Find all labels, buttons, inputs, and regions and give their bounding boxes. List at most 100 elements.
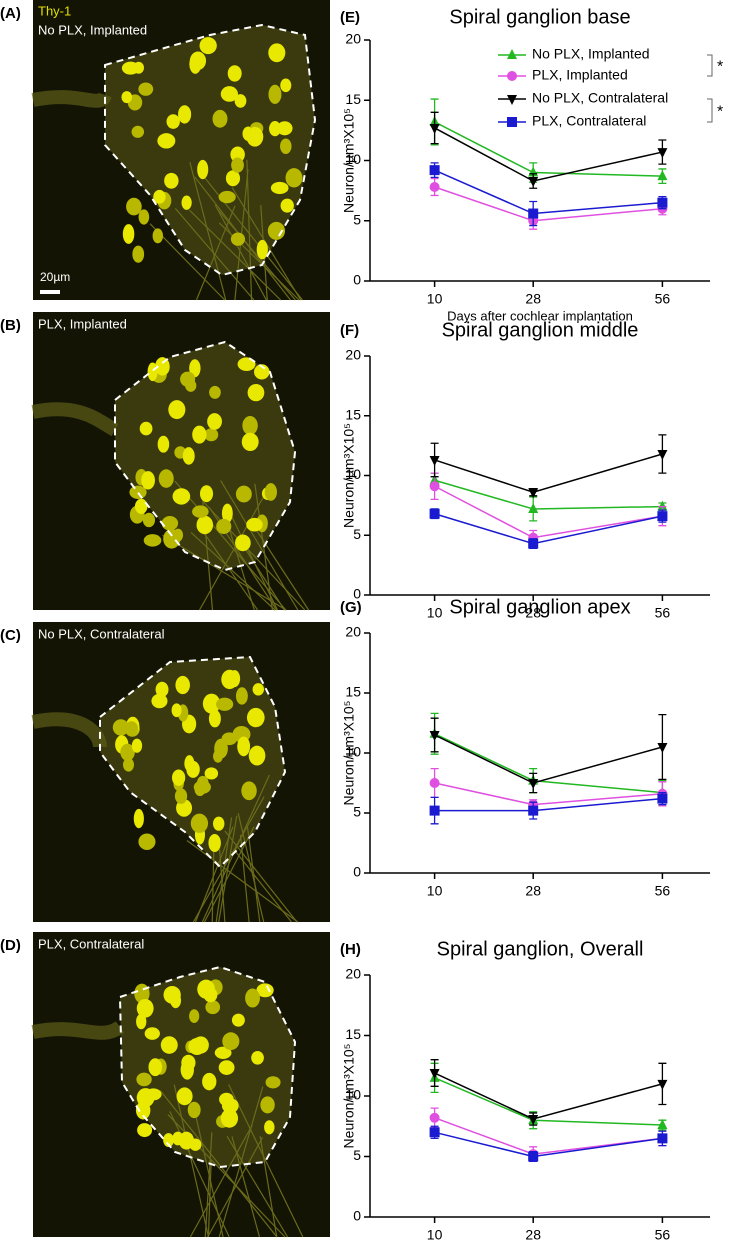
neuron [264,483,277,501]
data-point [528,502,539,513]
data-point [528,538,539,549]
data-point [657,793,668,804]
neuron [134,498,148,515]
neuron [169,401,185,419]
x-tick-label: 56 [655,1227,671,1240]
data-point [429,123,440,134]
neuron [188,1038,206,1056]
panel-label: (F) [340,322,359,339]
neuron [145,1088,162,1101]
data-point [429,182,440,193]
data-point [657,743,668,753]
nerve-fiber [189,209,282,301]
data-point [528,1114,539,1125]
panel-caption: No PLX, Contralateral [38,626,165,641]
neuron [136,1072,152,1087]
neuron [204,428,219,442]
neuron [276,121,293,136]
y-axis-label: Neuron/µm³X10⁵ [341,108,357,213]
neuron [235,687,248,705]
neuron [237,357,256,372]
neuron [178,105,192,124]
neuron [208,834,221,852]
neuron [254,364,270,380]
neuron [187,1101,201,1119]
neuron [172,488,191,505]
neuron [269,121,281,137]
neuron [199,37,217,55]
y-tick-label: 0 [353,1208,361,1224]
nerve-fiber [215,817,233,923]
data-point [429,1112,440,1123]
neuron [144,1027,160,1040]
neuron [246,126,264,147]
nerve-bundle [31,402,119,437]
y-tick-label: 5 [353,526,361,542]
neuron [112,719,129,736]
neuron [138,209,150,225]
neuron [220,86,239,102]
nerve-fiber [190,532,276,611]
series-line [434,186,663,222]
neuron [136,1013,147,1030]
nerve-fiber [218,849,226,923]
neuron [220,1108,239,1128]
ganglion-region [105,25,315,275]
neuron [230,232,246,246]
significance-bracket [707,54,713,77]
y-tick-label: 15 [345,684,361,700]
neuron [256,239,268,260]
nerve-fiber [214,204,267,301]
nerve-bundle [31,1021,125,1040]
neuron [189,54,202,74]
data-point [528,779,539,789]
neuron [218,1060,235,1075]
stain-label: Thy-1 [38,3,71,18]
neuron [155,357,170,376]
ganglion-region [115,342,295,570]
nerve-fiber [237,813,265,923]
neuron [138,82,154,96]
series-line [434,734,663,784]
neuron [247,384,265,402]
neuron [152,228,164,244]
data-point [507,95,517,105]
series-line [434,121,663,177]
neuron [138,833,156,850]
neuron [241,781,257,801]
data-point [429,731,440,741]
nerve-fiber [207,1159,212,1238]
neuron [230,146,245,163]
nerve-fiber [186,840,299,923]
neuron [175,675,190,695]
data-point [657,170,668,181]
neuron [270,181,289,195]
nerve-bundle [31,712,107,748]
ganglion-outline [99,655,287,869]
neuron [151,693,168,709]
neuron [192,505,209,518]
y-axis-label: Neuron/µm³X10⁵ [341,1044,357,1149]
neuron [180,1059,194,1080]
x-tick-label: 28 [525,1227,541,1240]
legend-label: PLX, Contralateral [532,113,646,129]
neuron [160,1036,178,1054]
series-line [434,733,663,794]
nerve-fiber [195,1117,224,1238]
neuron [267,221,286,240]
neuron [260,1096,275,1114]
data-point [657,511,668,522]
data-point [657,449,668,460]
neuron [235,485,252,503]
neuron [197,979,215,999]
neuron [202,1072,217,1091]
nerve-fiber [234,850,292,923]
series-line [434,797,663,812]
neuron [147,362,158,382]
nerve-fiber [220,480,299,611]
nerve-fiber [192,796,265,923]
neuron [163,1133,174,1147]
nerve-bundle [31,90,112,108]
neuron [251,1050,264,1065]
neuron [268,84,282,104]
